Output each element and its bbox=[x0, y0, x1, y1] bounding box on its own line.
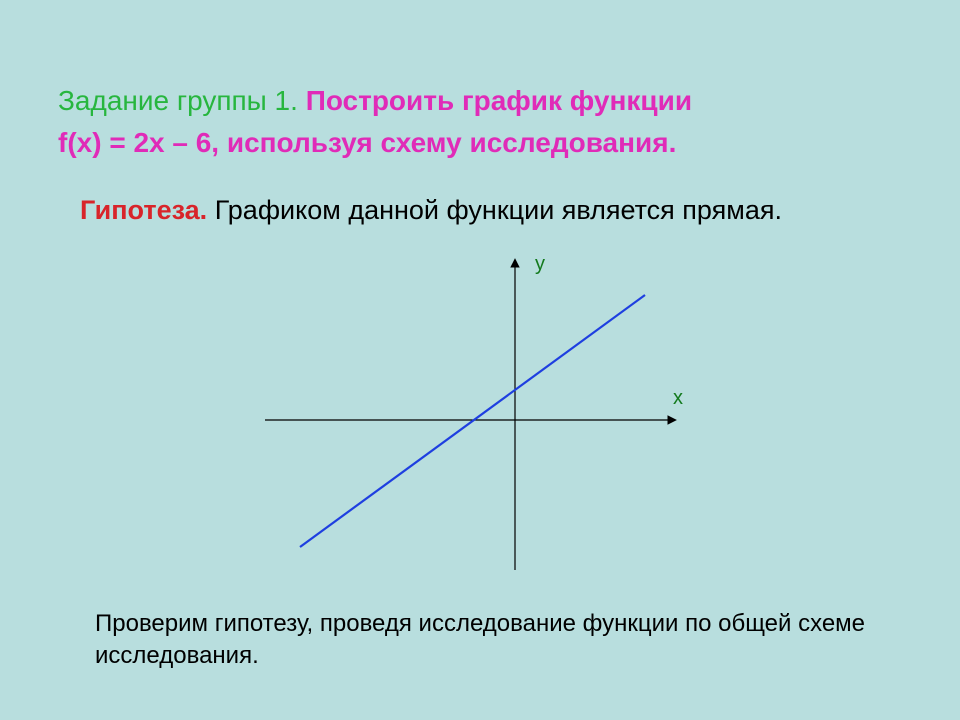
hypothesis-text: Графиком данной функции является прямая. bbox=[215, 195, 782, 225]
hypothesis-line: Гипотеза. Графиком данной функции являет… bbox=[80, 195, 782, 226]
y-axis-label: у bbox=[535, 253, 545, 276]
conclusion-text: Проверим гипотезу, проведя исследование … bbox=[95, 608, 900, 673]
hypothesis-label: Гипотеза. bbox=[80, 195, 215, 225]
heading-task-title: Построить график функции bbox=[306, 85, 692, 116]
task-heading: Задание группы 1. Построить график функц… bbox=[58, 80, 920, 164]
x-axis-label: х bbox=[673, 387, 683, 410]
heading-function-def: f(x) = 2x – 6, используя схему исследова… bbox=[58, 127, 676, 158]
function-chart: у х bbox=[265, 245, 695, 585]
chart-svg bbox=[265, 245, 695, 585]
heading-task-number: Задание группы 1. bbox=[58, 85, 306, 116]
